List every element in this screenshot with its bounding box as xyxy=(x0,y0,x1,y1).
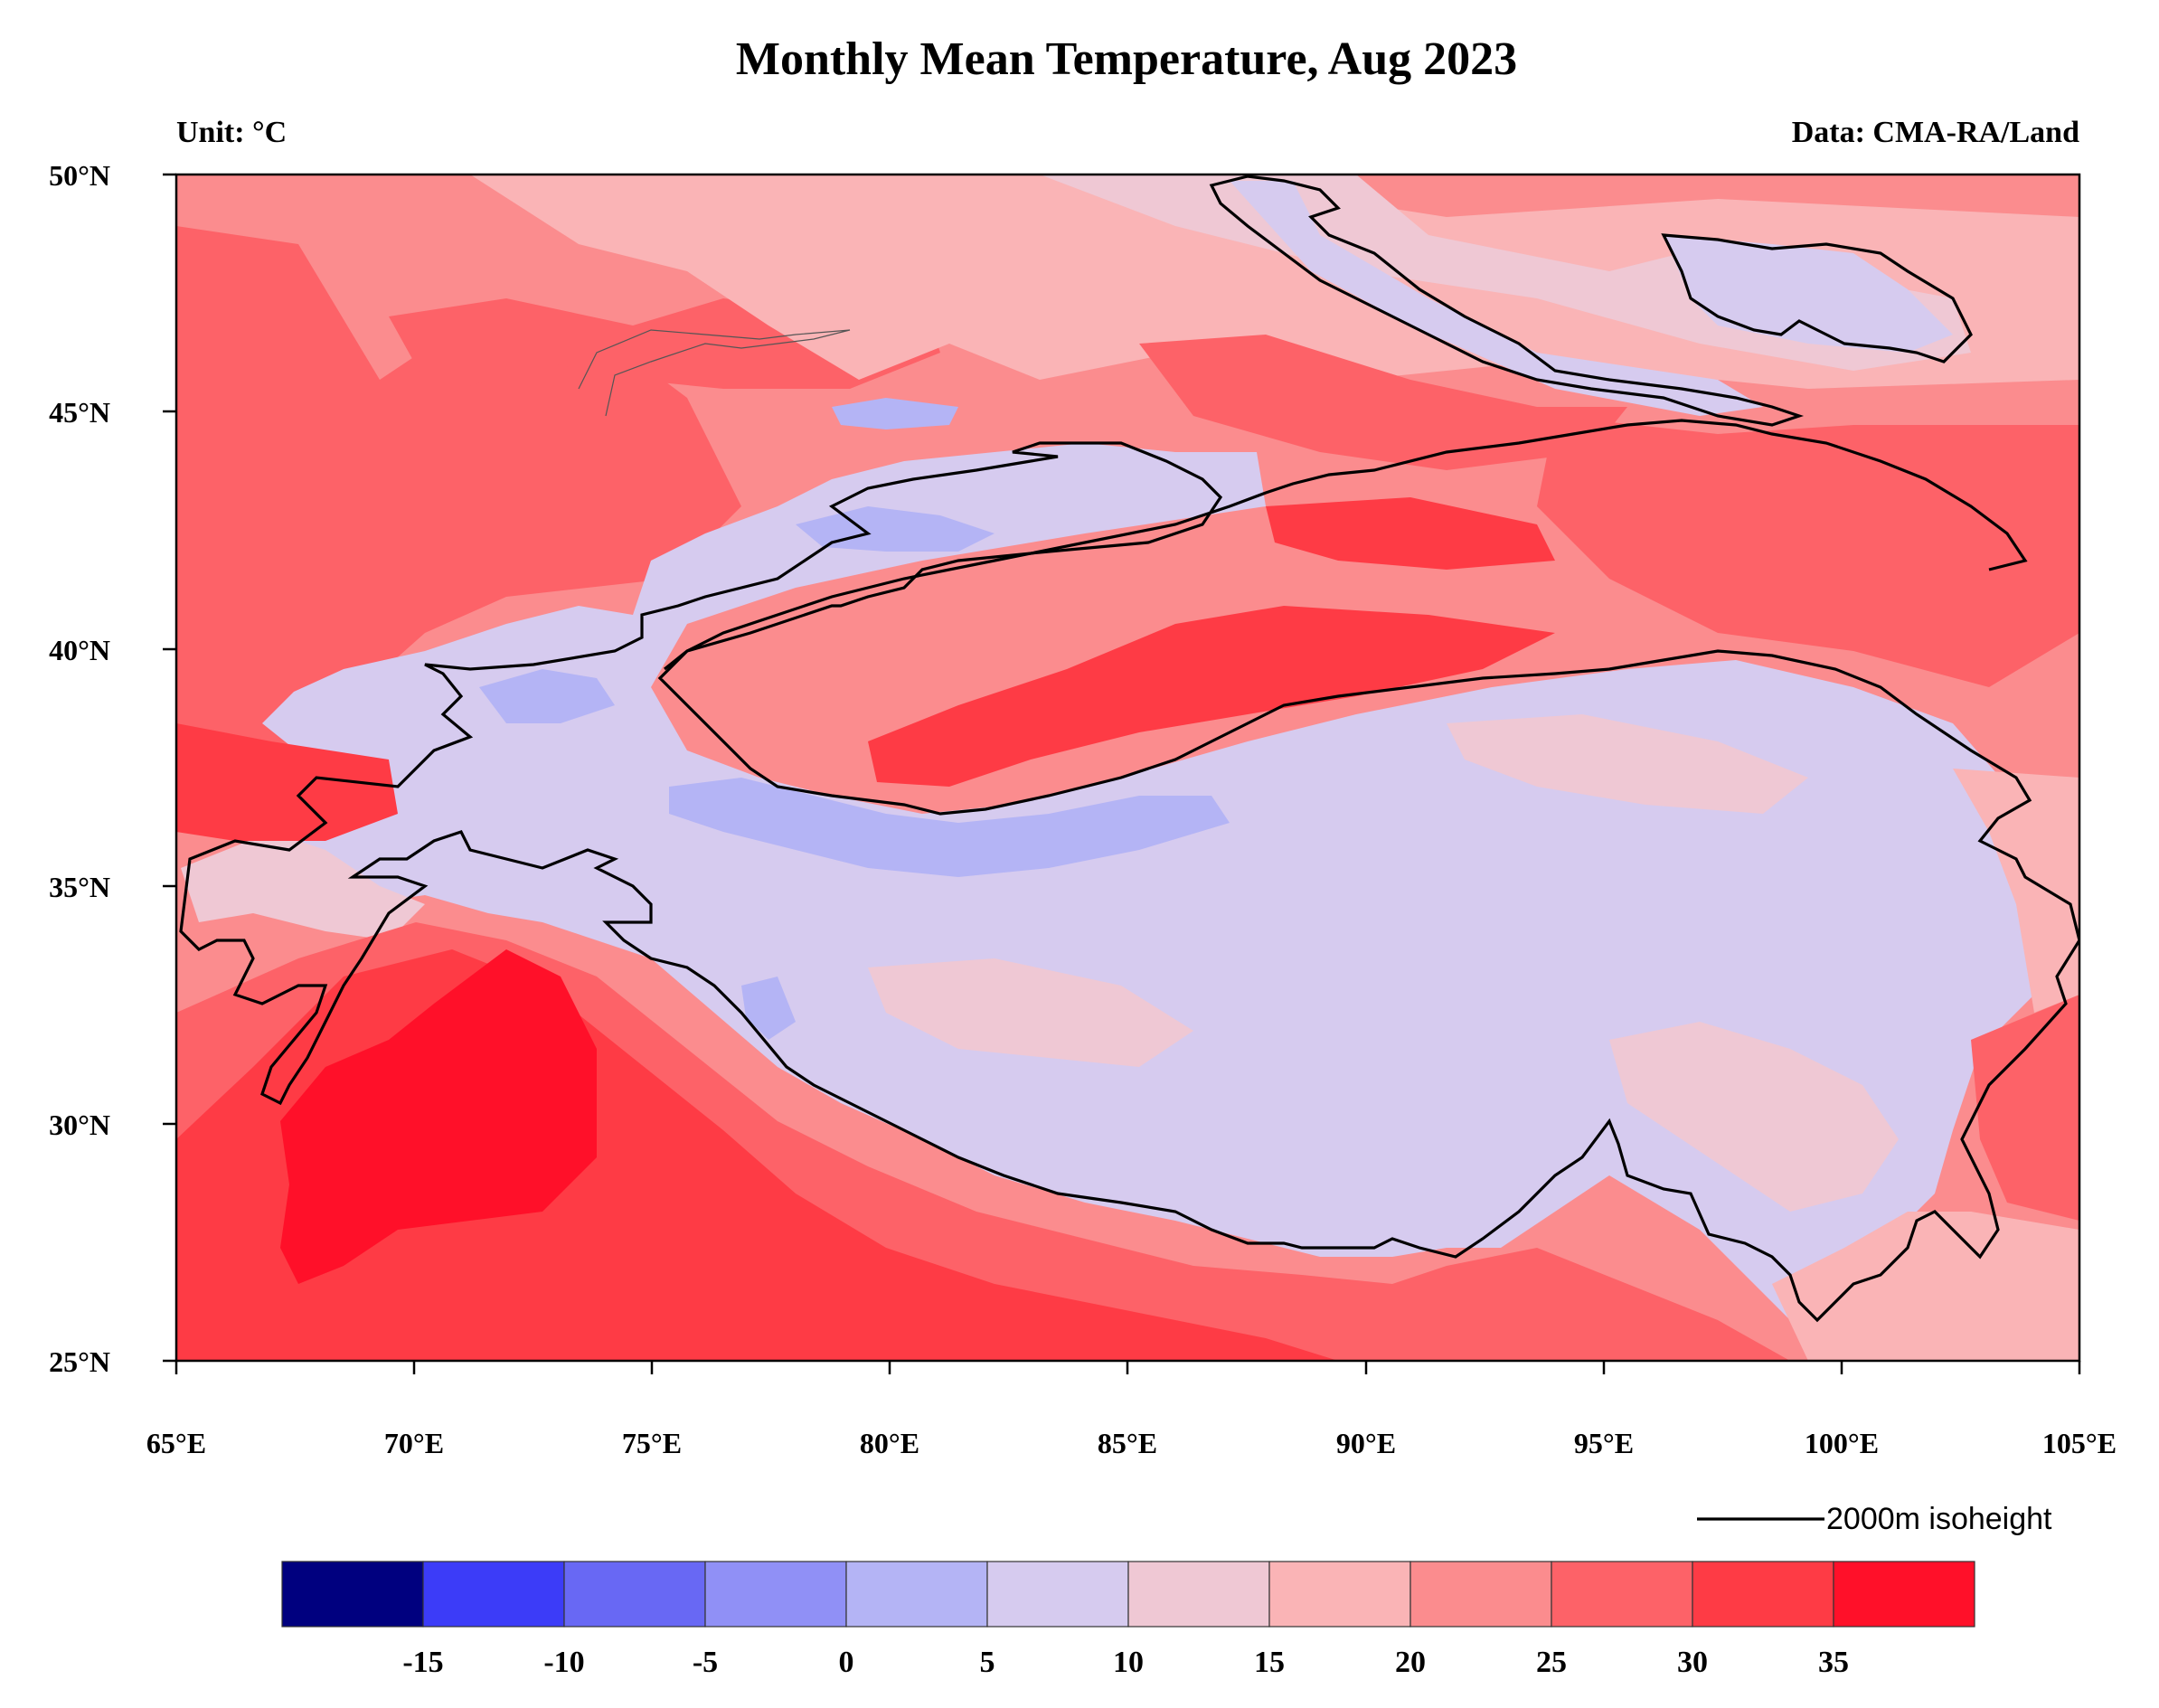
lon-label: 105°E xyxy=(2042,1427,2117,1459)
lon-label: 90°E xyxy=(1336,1427,1396,1459)
colorbar-label: 25 xyxy=(1536,1646,1567,1679)
colorbar-label: 20 xyxy=(1395,1646,1426,1679)
colorbar-swatch xyxy=(986,1561,1129,1628)
region-east-hot xyxy=(1266,497,1555,570)
region-east-southeast xyxy=(1971,995,2079,1221)
region-tibetan-plateau xyxy=(262,443,2070,1320)
colorbar-label: -5 xyxy=(693,1646,718,1679)
boundary-line xyxy=(578,329,851,417)
latitude-axis: 25°N 30°N 35°N 40°N 45°N 50°N xyxy=(49,159,176,1378)
isoheight-contour-mongolia xyxy=(1661,233,1973,363)
colorbar-swatch xyxy=(1692,1561,1834,1628)
colorbar-label: -10 xyxy=(543,1646,584,1679)
region-southeast-pink xyxy=(1772,1212,2079,1361)
colorbar-swatch xyxy=(1833,1561,1975,1628)
region-plateau-pink-west xyxy=(181,832,425,940)
region-cold-spot-north xyxy=(832,398,958,429)
region-indus-plain xyxy=(280,949,597,1284)
lat-label: 45°N xyxy=(49,396,110,429)
longitude-axis: 65°E 70°E 75°E 80°E 85°E 90°E 95°E 100°E… xyxy=(146,1361,2117,1459)
colorbar: -15 -10 -5 0 5 10 15 20 25 30 35 xyxy=(281,1561,1975,1679)
colorbar-label: 30 xyxy=(1677,1646,1708,1679)
region-west-hot xyxy=(176,723,398,841)
lon-label: 65°E xyxy=(146,1427,206,1459)
colorbar-label: 35 xyxy=(1818,1646,1849,1679)
colorbar-swatch xyxy=(1268,1561,1411,1628)
region-west xyxy=(176,226,741,832)
lon-label: 100°E xyxy=(1805,1427,1879,1459)
colorbar-swatch xyxy=(422,1561,565,1628)
lat-label: 40°N xyxy=(49,634,110,666)
region-east-pink xyxy=(1953,769,2079,1013)
isoheight-contour-tianshan xyxy=(1209,175,1805,427)
colorbar-swatch xyxy=(281,1561,424,1628)
colorbar-swatch xyxy=(1127,1561,1270,1628)
lon-label: 70°E xyxy=(384,1427,444,1459)
colorbar-label: 5 xyxy=(980,1646,995,1679)
colorbar-label: 15 xyxy=(1254,1646,1285,1679)
colorbar-labels: -15 -10 -5 0 5 10 15 20 25 30 35 xyxy=(402,1646,1849,1679)
colorbar-swatch xyxy=(845,1561,988,1628)
colorbar-swatch xyxy=(704,1561,847,1628)
colorbar-boxes xyxy=(281,1561,1975,1628)
unit-label: Unit: °C xyxy=(176,116,287,149)
region-plateau-pink-ne xyxy=(1447,714,1808,814)
colorbar-swatch xyxy=(1409,1561,1552,1628)
lon-label: 80°E xyxy=(860,1427,919,1459)
data-source-label: Data: CMA-RA/Land xyxy=(1792,116,2079,149)
temperature-field xyxy=(176,175,2079,1361)
region-tarim-hot xyxy=(868,606,1555,787)
region-cold-spot-plateau-south xyxy=(741,977,796,1040)
region-cold-spot-karakoram xyxy=(669,778,1230,877)
colorbar-label: -15 xyxy=(402,1646,443,1679)
map-title: Monthly Mean Temperature, Aug 2023 xyxy=(736,33,1517,85)
lon-label: 95°E xyxy=(1574,1427,1634,1459)
isoheight-contour-plateau xyxy=(179,441,2079,1323)
region-north-warm xyxy=(1139,335,1627,470)
colorbar-swatch xyxy=(563,1561,706,1628)
colorbar-swatch xyxy=(1551,1561,1693,1628)
isoheight-legend-label: 2000m isoheight xyxy=(1826,1502,2052,1536)
region-plateau-pink-mid xyxy=(868,958,1193,1067)
region-plateau-pink-east xyxy=(1609,1022,1899,1212)
colorbar-label: 0 xyxy=(839,1646,854,1679)
lat-label: 35°N xyxy=(49,871,110,903)
lat-label: 50°N xyxy=(49,159,110,192)
colorbar-label: 10 xyxy=(1113,1646,1144,1679)
lon-label: 75°E xyxy=(622,1427,682,1459)
region-cold-spot-kunlun-west xyxy=(479,669,615,723)
isoheight-legend: 2000m isoheight xyxy=(1697,1502,2052,1536)
lat-label: 25°N xyxy=(49,1345,110,1378)
region-east xyxy=(1537,416,2079,687)
lon-label: 85°E xyxy=(1098,1427,1157,1459)
lat-label: 30°N xyxy=(49,1109,110,1141)
isoheight-contour-tarim-north xyxy=(664,419,2028,671)
